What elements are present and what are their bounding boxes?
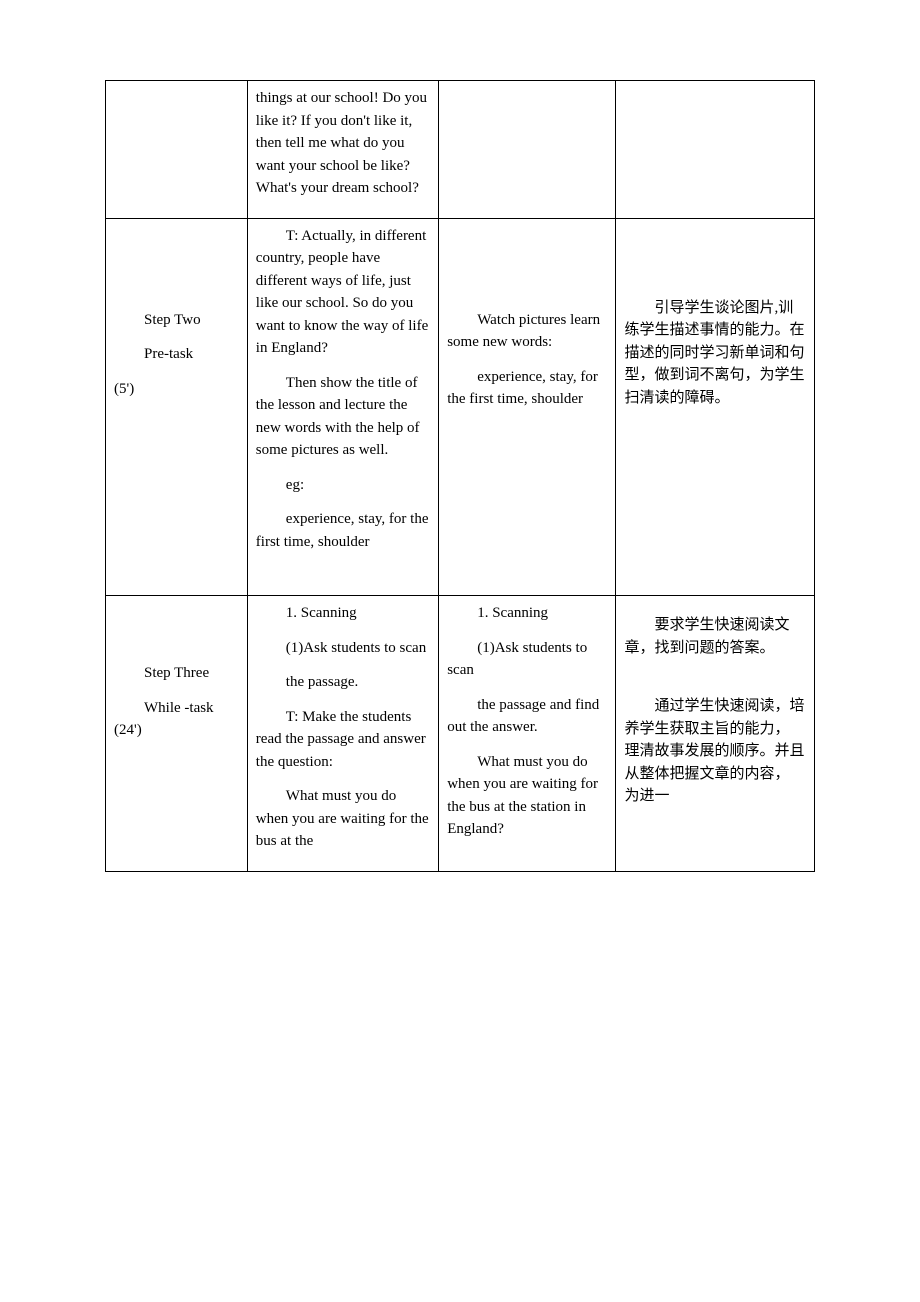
- cell-text: experience, stay, for the first time, sh…: [256, 508, 430, 553]
- cell-teacher-activity: things at our school! Do you like it? If…: [247, 81, 438, 219]
- cell-text: experience, stay, for the first time, sh…: [447, 366, 607, 411]
- cell-text: the passage and find out the answer.: [447, 694, 607, 739]
- cell-step: Step Three While -task (24'): [106, 596, 248, 872]
- table-row: Step Three While -task (24') 1. Scanning…: [106, 596, 815, 872]
- cell-text: (1)Ask students to scan: [256, 637, 430, 660]
- cell-purpose: 要求学生快速阅读文章，找到问题的答案。 通过学生快速阅读，培养学生获取主旨的能力…: [616, 596, 815, 872]
- cell-step: [106, 81, 248, 219]
- cell-student-activity: 1. Scanning (1)Ask students to scan the …: [439, 596, 616, 872]
- cell-text: 要求学生快速阅读文章，找到问题的答案。: [624, 614, 806, 659]
- step-label: Step Three: [114, 662, 239, 685]
- cell-text: 引导学生谈论图片,训练学生描述事情的能力。在描述的同时学习新单词和句型，做到词不…: [624, 297, 806, 410]
- table-row: Step Two Pre-task (5') T: Actually, in d…: [106, 218, 815, 596]
- cell-teacher-activity: 1. Scanning (1)Ask students to scan the …: [247, 596, 438, 872]
- cell-teacher-activity: T: Actually, in different country, peopl…: [247, 218, 438, 596]
- cell-text: 通过学生快速阅读，培养学生获取主旨的能力， 理清故事发展的顺序。并且从整体把握文…: [624, 695, 806, 808]
- cell-text: T: Make the students read the passage an…: [256, 706, 430, 774]
- cell-text: 1. Scanning: [447, 602, 607, 625]
- step-label: Step Two: [114, 309, 239, 332]
- cell-purpose: [616, 81, 815, 219]
- table-row: things at our school! Do you like it? If…: [106, 81, 815, 219]
- cell-text: eg:: [256, 474, 430, 497]
- cell-text: the passage.: [256, 671, 430, 694]
- cell-step: Step Two Pre-task (5'): [106, 218, 248, 596]
- cell-purpose: 引导学生谈论图片,训练学生描述事情的能力。在描述的同时学习新单词和句型，做到词不…: [616, 218, 815, 596]
- cell-text: (1)Ask students to scan: [447, 637, 607, 682]
- lesson-plan-table: things at our school! Do you like it? If…: [105, 80, 815, 872]
- cell-text: What must you do when you are waiting fo…: [447, 751, 607, 841]
- cell-text: Watch pictures learn some new words:: [447, 309, 607, 354]
- cell-text: What must you do when you are waiting fo…: [256, 785, 430, 853]
- step-label: (5'): [114, 378, 239, 401]
- step-label: Pre-task: [114, 343, 239, 366]
- cell-text: Then show the title of the lesson and le…: [256, 372, 430, 462]
- cell-text: things at our school! Do you like it? If…: [256, 87, 430, 200]
- step-label: While -task (24'): [114, 697, 239, 742]
- cell-text: T: Actually, in different country, peopl…: [256, 225, 430, 360]
- cell-text: 1. Scanning: [256, 602, 430, 625]
- cell-student-activity: [439, 81, 616, 219]
- cell-student-activity: Watch pictures learn some new words: exp…: [439, 218, 616, 596]
- step-label-text: While -task (24'): [114, 700, 214, 739]
